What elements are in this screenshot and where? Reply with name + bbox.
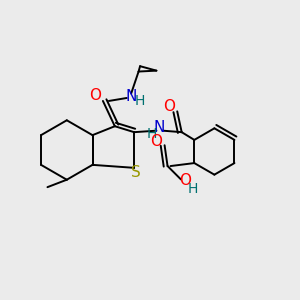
- Text: N: N: [125, 89, 137, 104]
- Text: H: H: [147, 127, 157, 141]
- Text: O: O: [150, 134, 162, 149]
- Text: N: N: [154, 120, 165, 135]
- Text: S: S: [131, 165, 140, 180]
- Text: O: O: [179, 173, 191, 188]
- Text: O: O: [89, 88, 101, 103]
- Text: O: O: [163, 99, 175, 114]
- Text: H: H: [134, 94, 145, 108]
- Text: H: H: [188, 182, 198, 196]
